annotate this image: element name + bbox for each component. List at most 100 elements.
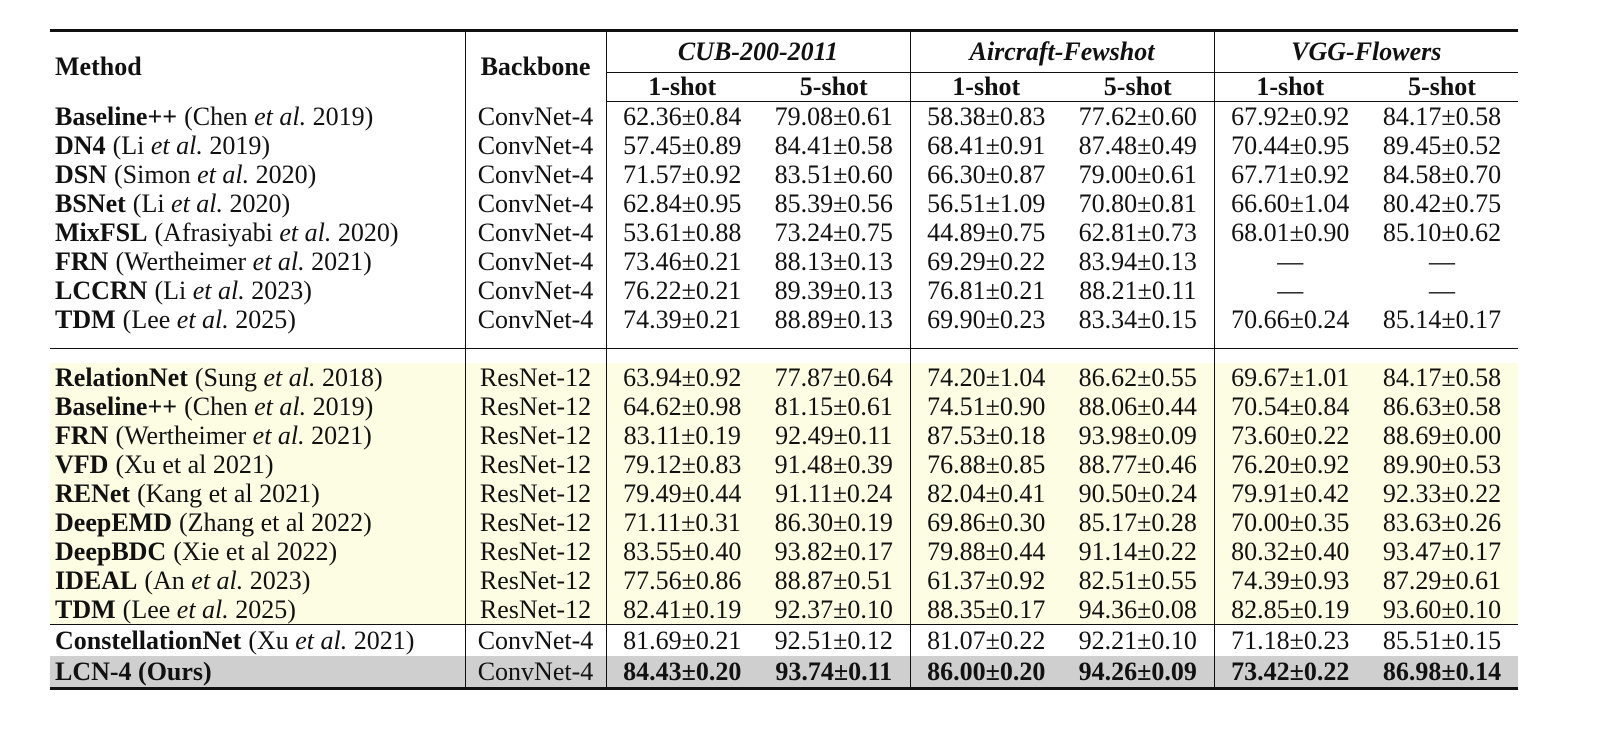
value-cell: 87.48±0.49 bbox=[1062, 131, 1215, 160]
value-cell: 93.74±0.11 bbox=[758, 656, 911, 689]
value-cell: 77.87±0.64 bbox=[758, 363, 911, 392]
value-cell: 94.26±0.09 bbox=[1062, 656, 1215, 689]
citation-part: et al. bbox=[295, 626, 348, 655]
spacer-cell bbox=[910, 334, 1062, 349]
spacer-cell bbox=[1366, 349, 1518, 364]
citation-part: 2021) bbox=[304, 421, 372, 450]
citation-part: et al. bbox=[176, 305, 229, 334]
table-row: DN4 (Li et al. 2019) ConvNet-4 57.45±0.89 84… bbox=[50, 131, 1518, 160]
method-name: TDM bbox=[55, 305, 116, 334]
value-cell: 61.37±0.92 bbox=[910, 566, 1062, 595]
method-cell: RENet (Kang et al 2021) bbox=[50, 479, 466, 508]
results-table: Method Backbone CUB-200-2011 Aircraft-Few… bbox=[50, 29, 1519, 690]
spacer-cell bbox=[1214, 349, 1366, 364]
value-cell: 74.39±0.93 bbox=[1214, 566, 1367, 595]
table-row: TDM (Lee et al. 2025) ConvNet-4 74.39±0.21 8… bbox=[50, 305, 1518, 334]
citation-part: (Chen bbox=[184, 101, 255, 131]
citation-part: et al. bbox=[254, 101, 307, 131]
method-cell: MixFSL (Afrasiyabi et al. 2020) bbox=[50, 218, 466, 247]
spacer-cell bbox=[50, 334, 466, 349]
citation-part: et al. bbox=[150, 131, 203, 160]
spacer-cell bbox=[606, 349, 758, 364]
citation-part: et al. bbox=[176, 595, 229, 624]
table-row: TDM (Lee et al. 2025) ResNet-12 82.41±0.19 9… bbox=[50, 595, 1519, 625]
value-cell: 94.36±0.08 bbox=[1062, 595, 1215, 625]
citation: (Li et al. 2023) bbox=[154, 276, 311, 305]
citation: (Afrasiyabi et al. 2020) bbox=[154, 218, 398, 247]
spacer-cell bbox=[1062, 348, 1215, 363]
citation: (Wertheimer et al. 2021) bbox=[115, 247, 371, 276]
value-cell: 88.87±0.51 bbox=[758, 566, 911, 595]
shot-header: 5-shot bbox=[1062, 72, 1215, 102]
citation-part: et al. bbox=[192, 276, 245, 305]
spacer-cell bbox=[1366, 334, 1518, 349]
method-name: DeepBDC bbox=[55, 537, 167, 566]
value-cell: 82.41±0.19 bbox=[606, 595, 758, 625]
value-cell: 79.00±0.61 bbox=[1062, 160, 1215, 189]
method-name: TDM bbox=[55, 595, 116, 624]
value-cell: 91.14±0.22 bbox=[1062, 537, 1215, 566]
value-cell: 71.57±0.92 bbox=[623, 160, 742, 189]
value-cell: 86.98±0.14 bbox=[1366, 656, 1519, 689]
value-cell: 67.71±0.92 bbox=[1231, 160, 1350, 189]
backbone-cell: ConvNet-4 bbox=[465, 305, 607, 334]
value-cell: 44.89±0.75 bbox=[927, 218, 1046, 247]
row-group: RelationNet (Sung et al. 2018) ResNet-12 63… bbox=[50, 348, 1519, 625]
citation-part: 2020) bbox=[331, 218, 399, 247]
method-cell: ConstellationNet (Xu et al. 2021) bbox=[50, 624, 466, 656]
table-row: DeepEMD (Zhang et al 2022) ResNet-12 71.11±… bbox=[50, 508, 1519, 537]
table-row: IDEAL (An et al. 2023) ResNet-12 77.56±0.86… bbox=[50, 566, 1519, 595]
citation-part: et al. bbox=[263, 363, 316, 392]
backbone-cell: ResNet-12 bbox=[465, 421, 607, 450]
method-cell: TDM (Lee et al. 2025) bbox=[50, 305, 466, 334]
value-cell: 92.33±0.22 bbox=[1366, 479, 1519, 508]
value-cell: 63.94±0.92 bbox=[606, 363, 758, 392]
value-cell: 76.81±0.21 bbox=[927, 276, 1046, 305]
value-cell: 84.17±0.58 bbox=[1382, 102, 1502, 131]
value-cell: 79.12±0.83 bbox=[606, 450, 758, 479]
value-cell: 69.67±1.01 bbox=[1214, 363, 1367, 392]
method-cell: Baseline++ (Chen et al. 2019) bbox=[50, 392, 466, 421]
method-cell: BSNet (Li et al. 2020) bbox=[50, 189, 466, 218]
value-cell: 87.53±0.18 bbox=[910, 421, 1062, 450]
value-cell: 86.62±0.55 bbox=[1062, 363, 1215, 392]
value-cell: 69.90±0.23 bbox=[927, 305, 1046, 334]
shot-header: 5-shot bbox=[1366, 72, 1519, 102]
value-cell: 86.30±0.19 bbox=[758, 508, 911, 537]
row-group: ConstellationNet (Xu et al. 2021) ConvNet-… bbox=[50, 624, 1519, 689]
spacer bbox=[50, 334, 1518, 349]
citation-part: (Kang et al 2021) bbox=[137, 479, 320, 508]
value-cell: 83.94±0.13 bbox=[1062, 247, 1215, 276]
method-cell: Baseline++ (Chen et al. 2019) bbox=[50, 101, 466, 131]
value-cell: 79.08±0.61 bbox=[758, 101, 911, 131]
method-cell: LCCRN (Li et al. 2023) bbox=[50, 276, 466, 305]
value-cell: 58.38±0.83 bbox=[927, 102, 1046, 131]
value-cell: 70.44±0.95 bbox=[1231, 131, 1350, 160]
table-row: FRN (Wertheimer et al. 2021) ConvNet-4 73.4… bbox=[50, 247, 1518, 276]
row-group: Baseline++ (Chen et al. 2019) ConvNet-4 62.… bbox=[50, 101, 1519, 349]
value-cell: 74.51±0.90 bbox=[910, 392, 1062, 421]
value-cell: 64.62±0.98 bbox=[606, 392, 758, 421]
value-cell: 79.88±0.44 bbox=[910, 537, 1062, 566]
backbone-cell: ConvNet-4 bbox=[465, 131, 607, 160]
citation-part: 2023) bbox=[243, 566, 311, 595]
value-cell: 92.51±0.12 bbox=[758, 624, 911, 656]
value-cell: 93.82±0.17 bbox=[758, 537, 911, 566]
dataset-header: Aircraft-Fewshot bbox=[910, 30, 1215, 73]
table-row: DSN (Simon et al. 2020) ConvNet-4 71.57±0.9… bbox=[50, 160, 1518, 189]
citation-part: et al. bbox=[254, 392, 307, 421]
value-cell: 84.58±0.70 bbox=[1382, 160, 1502, 189]
citation-part: (Lee bbox=[122, 595, 177, 624]
method-cell: DeepBDC (Xie et al 2022) bbox=[50, 537, 466, 566]
citation-part: (Chen bbox=[184, 392, 255, 421]
value-cell: 88.89±0.13 bbox=[758, 305, 911, 334]
backbone-cell: ResNet-12 bbox=[465, 595, 607, 625]
backbone-cell: ResNet-12 bbox=[465, 450, 607, 479]
backbone-cell: ConvNet-4 bbox=[465, 247, 607, 276]
value-cell: 84.17±0.58 bbox=[1366, 363, 1519, 392]
citation-part: (Lee bbox=[122, 305, 177, 334]
method-cell: DN4 (Li et al. 2019) bbox=[50, 131, 466, 160]
method-cell: DeepEMD (Zhang et al 2022) bbox=[50, 508, 466, 537]
value-cell: 62.84±0.95 bbox=[623, 189, 742, 218]
